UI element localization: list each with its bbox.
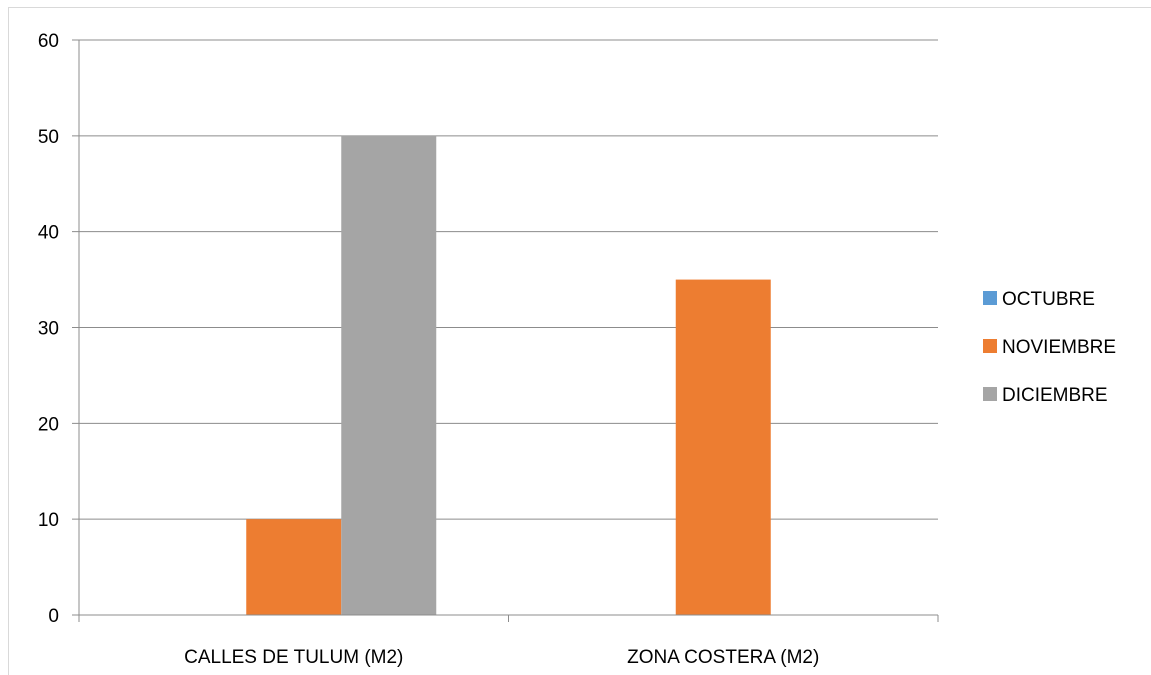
y-tick-label-50: 50 — [38, 127, 59, 148]
legend-swatch-noviembre — [983, 339, 997, 353]
legend-label-diciembre: DICIEMBRE — [1002, 385, 1108, 406]
axes — [72, 40, 939, 622]
legend-item-octubre: OCTUBRE — [983, 289, 1095, 310]
bar-noviembre-0 — [246, 519, 342, 615]
legend: OCTUBRE NOVIEMBRE DICIEMBRE — [983, 289, 1116, 406]
x-tick-label-1: ZONA COSTERA (M2) — [627, 647, 819, 668]
bar-diciembre-0 — [341, 135, 437, 616]
bar-group — [246, 135, 771, 616]
gridlines — [72, 39, 938, 520]
bar-noviembre-1 — [675, 279, 771, 615]
y-tick-label-30: 30 — [38, 319, 59, 340]
y-tick-label-0: 0 — [48, 606, 59, 627]
legend-swatch-octubre — [983, 291, 997, 305]
y-tick-label-10: 10 — [38, 510, 59, 531]
chart-frame — [8, 7, 1151, 675]
y-tick-labels: 0 10 20 30 40 50 60 — [38, 31, 59, 627]
legend-item-diciembre: DICIEMBRE — [983, 385, 1108, 406]
x-tick-labels: CALLES DE TULUM (M2) ZONA COSTERA (M2) — [184, 647, 819, 668]
legend-label-octubre: OCTUBRE — [1002, 289, 1095, 310]
y-tick-label-20: 20 — [38, 414, 59, 435]
x-tick-label-0: CALLES DE TULUM (M2) — [184, 647, 403, 668]
legend-label-noviembre: NOVIEMBRE — [1002, 337, 1116, 358]
y-tick-label-60: 60 — [38, 31, 59, 52]
y-tick-label-40: 40 — [38, 223, 59, 244]
legend-swatch-diciembre — [983, 387, 997, 401]
legend-item-noviembre: NOVIEMBRE — [983, 337, 1116, 358]
